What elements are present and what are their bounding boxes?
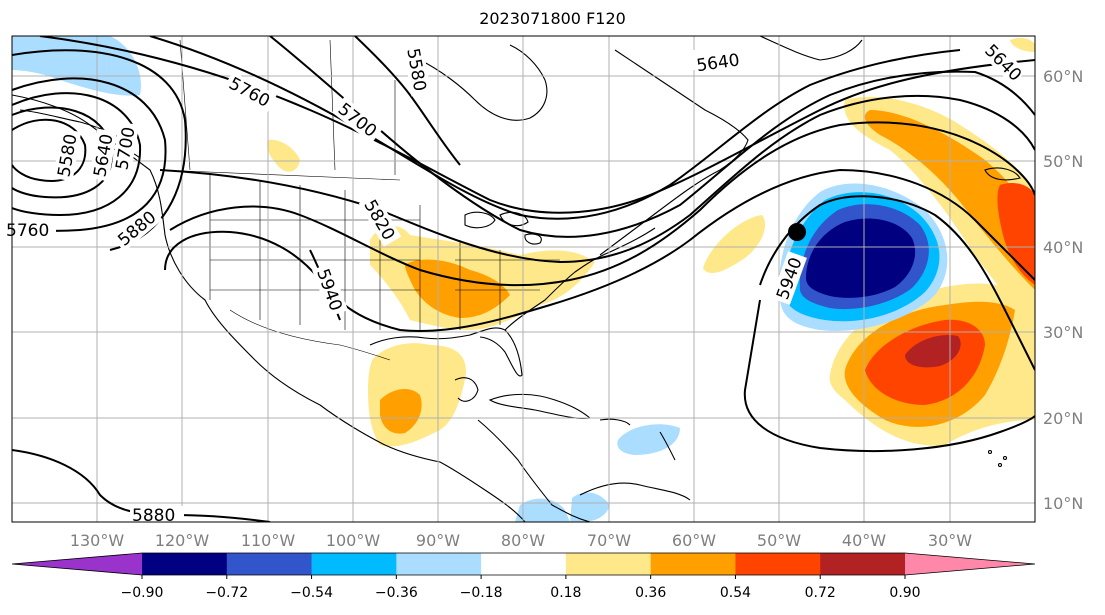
colorbar-extend-high (905, 553, 1035, 575)
colorbar-tick-label: 0.90 (889, 585, 920, 601)
anomaly-negative-caribbean (617, 424, 680, 455)
colorbar-segment (481, 553, 567, 575)
anomaly-negative-south-2 (570, 492, 610, 522)
anomaly-positive-canada (267, 139, 300, 172)
latitude-labels: 60°N 50°N 40°N 30°N 20°N 10°N (1043, 67, 1083, 513)
lon-label: 50°W (757, 531, 801, 550)
lon-label: 70°W (587, 531, 631, 550)
lat-label: 10°N (1043, 494, 1083, 513)
anomaly-positive-northeast-core (997, 183, 1035, 285)
lat-label: 40°N (1043, 238, 1083, 257)
colorbar-segment (396, 553, 482, 575)
colorbar-tick-label: −0.54 (290, 585, 333, 601)
longitude-labels: 130°W 120°W 110°W 100°W 90°W 80°W 70°W 6… (70, 531, 972, 550)
lon-label: 100°W (326, 531, 381, 550)
colorbar: −0.90 −0.72 −0.54 −0.36 −0.18 0.18 0.36 0.54 0.7… (11, 552, 1036, 601)
colorbar-tick-label: −0.72 (205, 585, 248, 601)
colorbar-ticks: −0.90 −0.72 −0.54 −0.36 −0.18 0.18 0.36 0.54 0.7… (121, 575, 921, 601)
lon-label: 120°W (155, 531, 210, 550)
colorbar-tick-label: −0.36 (375, 585, 418, 601)
lat-label: 20°N (1043, 409, 1083, 428)
colorbar-extend-low (12, 553, 142, 575)
contour-label: 5760 (6, 221, 49, 241)
lon-label: 110°W (241, 531, 296, 550)
anomaly-positive-mexico-inner (380, 388, 422, 434)
colorbar-segments (11, 552, 1036, 576)
contour-label-group: 5640 5640 5760 5700 5580 5580 5640 5700 … (6, 38, 1027, 526)
colorbar-tick-label: 0.36 (635, 585, 666, 601)
colorbar-segment (142, 553, 228, 575)
contour-label: 5880 (132, 506, 175, 526)
anomaly-negative-atlantic-core (806, 218, 916, 298)
colorbar-segment (735, 553, 821, 575)
lat-label: 60°N (1043, 67, 1083, 86)
colorbar-segment (820, 553, 906, 575)
colorbar-tick-label: −0.90 (121, 585, 164, 601)
colorbar-tick-label: 0.72 (805, 585, 836, 601)
colorbar-segment (650, 553, 736, 575)
anomaly-positive-greenland (1010, 37, 1035, 52)
storm-center-marker (788, 223, 806, 241)
anomaly-positive-southeast-core (905, 334, 961, 368)
colorbar-segment (226, 553, 313, 575)
colorbar-tick-label: 0.18 (550, 585, 581, 601)
lon-label: 90°W (416, 531, 460, 550)
anomaly-positive-northeast (844, 96, 1035, 330)
height-contours (12, 36, 1035, 522)
colorbar-tick-label: 0.54 (720, 585, 751, 601)
map-border (11, 35, 1036, 523)
lon-label: 30°W (928, 531, 972, 550)
anomaly-negative-south (515, 498, 570, 522)
lat-label: 50°N (1043, 152, 1083, 171)
lon-label: 80°W (501, 531, 545, 550)
colorbar-tick-label: −0.18 (460, 585, 503, 601)
lon-label: 60°W (672, 531, 716, 550)
lat-label: 30°N (1043, 323, 1083, 342)
anomaly-positive-blob (703, 215, 766, 274)
colorbar-segment (311, 553, 397, 575)
lon-label: 130°W (70, 531, 125, 550)
colorbar-segment (565, 553, 652, 575)
map-title: 2023071800 F120 (479, 9, 626, 28)
lon-label: 40°W (842, 531, 886, 550)
